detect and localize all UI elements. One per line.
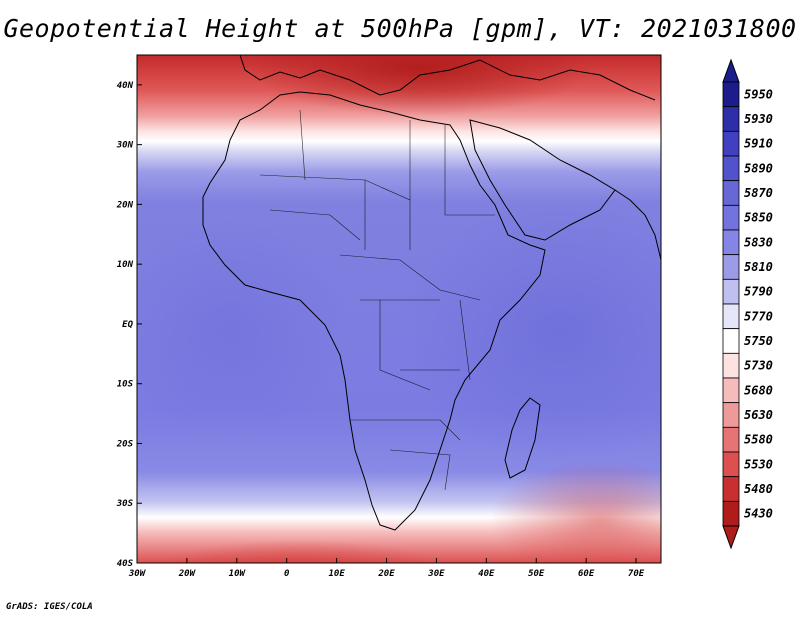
colorbar-level-label: 5850 <box>744 211 773 225</box>
colorbar-level-label: 5630 <box>744 408 773 422</box>
colorbar-swatch <box>722 352 740 379</box>
map-frame <box>136 54 662 564</box>
lon-tick-label: 10E <box>328 569 345 579</box>
lon-tick-label: 60E <box>578 569 595 579</box>
colorbar-level-label: 5580 <box>744 433 773 447</box>
border-lines <box>259 109 495 491</box>
height-field <box>137 55 661 563</box>
colorbar: 5950 5930 5910 5890 5870 5850 5830 5810 5790 5770… <box>722 58 773 550</box>
lat-tick-label: EQ <box>122 320 133 330</box>
lat-tick-label: 40N <box>117 81 134 91</box>
colorbar-level-label: 5770 <box>744 309 773 323</box>
axis-ticks: 30W 20W 10W 0 10E 20E 30E 40E 50E 60E 70E 40N 30N 20N… <box>116 81 645 579</box>
colorbar-level-label: 5790 <box>744 285 773 299</box>
equatorial-high-shading <box>400 200 661 460</box>
arabian-coastline <box>469 119 616 241</box>
colorbar-level-label: 5870 <box>744 186 773 200</box>
madagascar-coastline <box>504 397 541 479</box>
colorbar-swatch <box>722 204 740 231</box>
colorbar-level-label: 5930 <box>744 112 773 126</box>
credit-text: GrADS: IGES/COLA <box>6 602 93 612</box>
lon-tick-label: 70E <box>628 569 645 579</box>
south-trough-shading <box>159 540 441 563</box>
colorbar-swatch <box>722 180 740 206</box>
map-title: Geopotential Height at 500hPa [gpm], VT:… <box>3 14 797 43</box>
colorbar-swatch <box>722 377 740 404</box>
colorbar-swatch <box>722 130 740 157</box>
lat-tick-label: 20N <box>116 200 134 210</box>
country-borders <box>259 109 495 491</box>
india-coastline <box>614 189 661 261</box>
lon-tick-label: 40E <box>478 569 495 579</box>
africa-coastline <box>202 91 546 531</box>
lon-tick-label: 10W <box>229 569 247 579</box>
colorbar-level-label: 5430 <box>744 507 773 521</box>
lon-tick-label: 20W <box>178 569 197 579</box>
lat-tick-label: 30S <box>116 499 134 509</box>
colorbar-level-label: 5680 <box>744 383 773 397</box>
lon-tick-label: 50E <box>528 569 545 579</box>
colorbar-level-label: 5910 <box>744 137 773 151</box>
colorbar-level-label: 5830 <box>744 235 773 249</box>
southeast-trough-shading <box>490 460 661 563</box>
colorbar-level-label: 5530 <box>744 457 773 471</box>
colorbar-swatch <box>722 500 740 527</box>
colorbar-swatch <box>722 476 740 502</box>
colorbar-swatch <box>722 451 740 478</box>
lon-tick-label: 0 <box>284 569 290 579</box>
colorbar-swatch <box>722 328 740 354</box>
lat-tick-label: 10N <box>117 260 134 270</box>
lat-tick-label: 10S <box>117 380 134 390</box>
atlantic-high-shading <box>137 220 350 440</box>
colorbar-swatch <box>722 155 740 182</box>
coastlines <box>202 55 661 531</box>
colorbar-bottom-arrow <box>722 525 740 550</box>
colorbar-swatch <box>722 229 740 256</box>
colorbar-level-label: 5950 <box>744 87 773 101</box>
colorbar-level-label: 5890 <box>744 161 773 175</box>
colorbar-swatch <box>722 81 740 108</box>
lat-tick-label: 40S <box>117 559 134 569</box>
colorbar-level-label: 5730 <box>744 359 773 373</box>
colorbar-level-label: 5810 <box>744 260 773 274</box>
lon-tick-label: 30E <box>427 569 445 579</box>
europe-coastline <box>239 55 656 101</box>
lat-tick-label: 20S <box>116 439 134 449</box>
colorbar-swatch <box>722 426 740 453</box>
colorbar-swatch <box>722 303 740 330</box>
colorbar-swatch <box>722 254 740 280</box>
lon-tick-label: 30W <box>128 569 147 579</box>
colorbar-swatch <box>722 278 740 305</box>
colorbar-swatch <box>722 402 740 428</box>
colorbar-top-arrow <box>722 58 740 83</box>
lat-tick-label: 30N <box>116 141 134 151</box>
lon-tick-label: 20E <box>377 569 395 579</box>
colorbar-swatch <box>722 106 740 132</box>
colorbar-level-label: 5480 <box>744 482 773 496</box>
north-trough-shading <box>250 55 590 116</box>
colorbar-level-label: 5750 <box>744 334 773 348</box>
